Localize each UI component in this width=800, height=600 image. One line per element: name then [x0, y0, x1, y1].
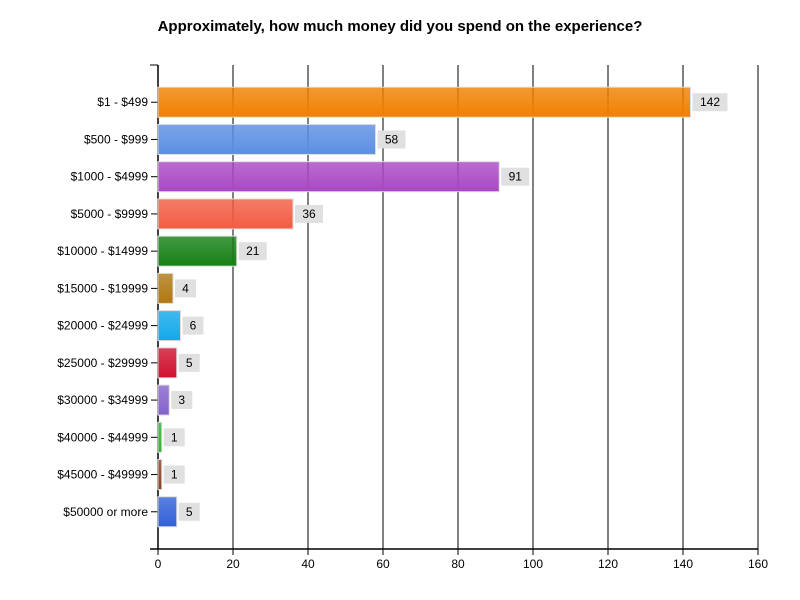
bar [157, 347, 178, 379]
x-tick-label: 80 [451, 557, 465, 571]
bar [157, 123, 376, 155]
bar [157, 198, 294, 230]
category-label: $40000 - $44999 [57, 430, 148, 444]
data-label: 58 [385, 132, 399, 146]
data-label-bg [692, 93, 728, 112]
category-label: $15000 - $19999 [57, 281, 148, 295]
data-label: 5 [186, 505, 193, 519]
data-label: 142 [700, 95, 720, 109]
bar [157, 384, 170, 416]
data-label-bg [175, 279, 196, 298]
x-tick-label: 140 [673, 557, 693, 571]
data-label-bg [178, 353, 200, 372]
bar [157, 310, 181, 342]
data-label-bg [182, 316, 204, 335]
bar [157, 161, 500, 193]
category-label: $30000 - $34999 [57, 393, 148, 407]
bar [157, 459, 163, 491]
data-label: 91 [509, 170, 523, 184]
data-label: 3 [178, 393, 185, 407]
data-label: 4 [182, 281, 189, 295]
data-label-bg [238, 242, 267, 261]
x-tick-label: 120 [598, 557, 618, 571]
x-tick-label: 40 [301, 557, 315, 571]
bar [157, 86, 691, 118]
data-label-bg [178, 502, 200, 521]
x-tick-label: 20 [226, 557, 240, 571]
bar [157, 272, 174, 304]
data-label-bg [163, 428, 185, 447]
bar [157, 235, 238, 267]
category-label: $20000 - $24999 [57, 319, 148, 333]
category-label: $25000 - $29999 [57, 356, 148, 370]
chart-title: Approximately, how much money did you sp… [157, 18, 643, 35]
x-tick-label: 0 [155, 557, 162, 571]
x-tick-label: 60 [376, 557, 390, 571]
category-label: $50000 or more [63, 505, 148, 519]
x-tick-label: 100 [523, 557, 543, 571]
category-label: $1 - $499 [97, 95, 148, 109]
data-label-bg [171, 391, 193, 410]
data-label-bg [501, 167, 530, 186]
data-label: 5 [186, 356, 193, 370]
data-label-bg [295, 204, 323, 223]
bar [157, 421, 163, 453]
data-label: 1 [171, 468, 178, 482]
category-label: $10000 - $14999 [57, 244, 148, 258]
data-label: 6 [190, 319, 197, 333]
data-label: 1 [171, 430, 178, 444]
category-label: $1000 - $4999 [71, 170, 149, 184]
category-label: $500 - $999 [84, 132, 148, 146]
category-label: $5000 - $9999 [71, 207, 149, 221]
x-tick-label: 160 [748, 557, 768, 571]
data-label-bg [377, 130, 406, 149]
data-label-bg [163, 465, 185, 484]
data-label: 21 [246, 244, 260, 258]
category-label: $45000 - $49999 [57, 468, 148, 482]
bar [157, 496, 178, 528]
data-label: 36 [302, 207, 316, 221]
